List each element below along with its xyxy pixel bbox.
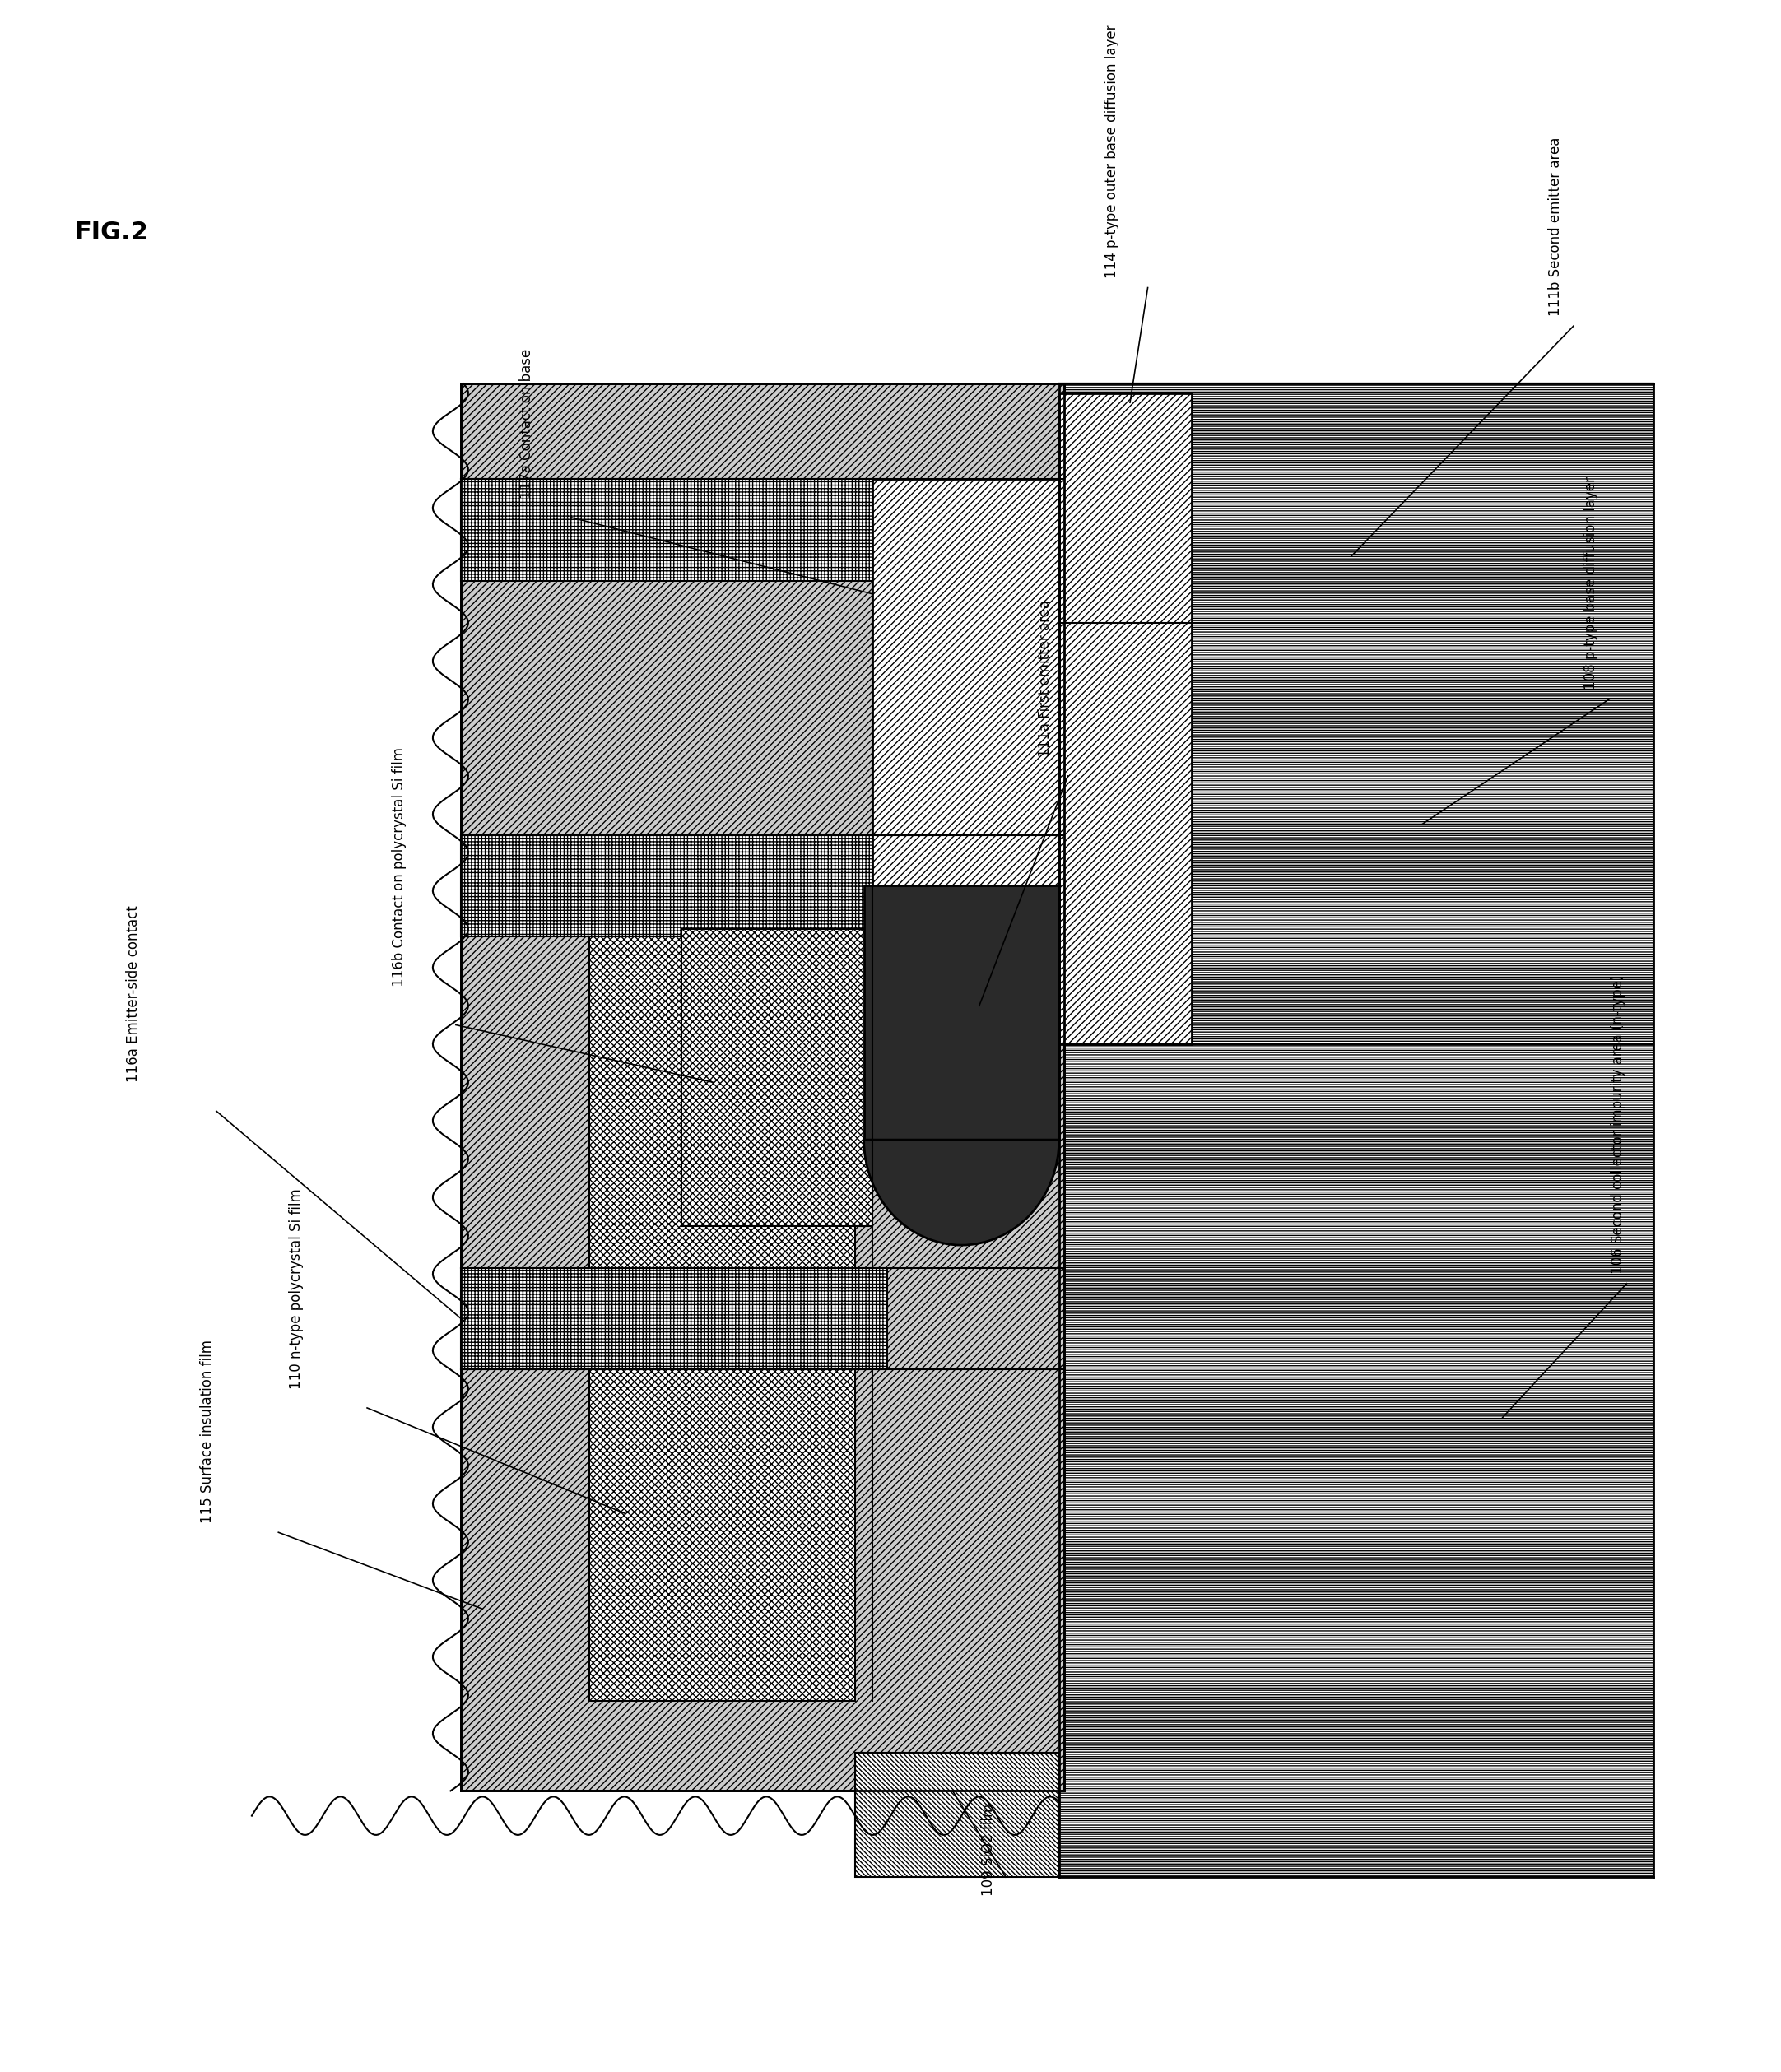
Bar	[873, 479, 1060, 885]
Text: 111b Second emitter area: 111b Second emitter area	[1548, 137, 1564, 317]
Text: 111a First emitter area: 111a First emitter area	[1038, 599, 1053, 756]
Bar	[590, 1370, 855, 1701]
Text: 110 n-type polycrystal Si film: 110 n-type polycrystal Si film	[289, 1187, 303, 1388]
Bar	[855, 1753, 1060, 1877]
Bar	[1060, 394, 1191, 1044]
Text: FIG.2: FIG.2	[75, 220, 148, 244]
Text: 117a Contact on base: 117a Contact on base	[520, 348, 534, 497]
Bar	[461, 383, 1065, 1790]
Text: 106 Second collector impurity area (n-type): 106 Second collector impurity area (n-ty…	[1610, 974, 1626, 1274]
Bar	[590, 937, 855, 1268]
Bar	[1060, 383, 1653, 624]
Wedge shape	[864, 1140, 1060, 1245]
Bar	[1060, 383, 1653, 1044]
Text: 114 p-type outer base diffusion layer: 114 p-type outer base diffusion layer	[1104, 25, 1120, 278]
Bar	[1060, 383, 1653, 1877]
Bar	[864, 885, 1060, 1140]
Bar	[680, 928, 873, 1227]
Text: 109 SiO2 film: 109 SiO2 film	[981, 1805, 996, 1896]
Text: 108 p-type base diffusion layer: 108 p-type base diffusion layer	[1583, 477, 1599, 690]
Bar	[461, 479, 887, 580]
Bar	[461, 835, 887, 937]
Text: 116a Emitter-side contact: 116a Emitter-side contact	[125, 905, 141, 1082]
Text: 116b Contact on polycrystal Si film: 116b Contact on polycrystal Si film	[392, 748, 406, 986]
Text: 115 Surface insulation film: 115 Surface insulation film	[199, 1339, 216, 1523]
Bar	[461, 1268, 887, 1370]
